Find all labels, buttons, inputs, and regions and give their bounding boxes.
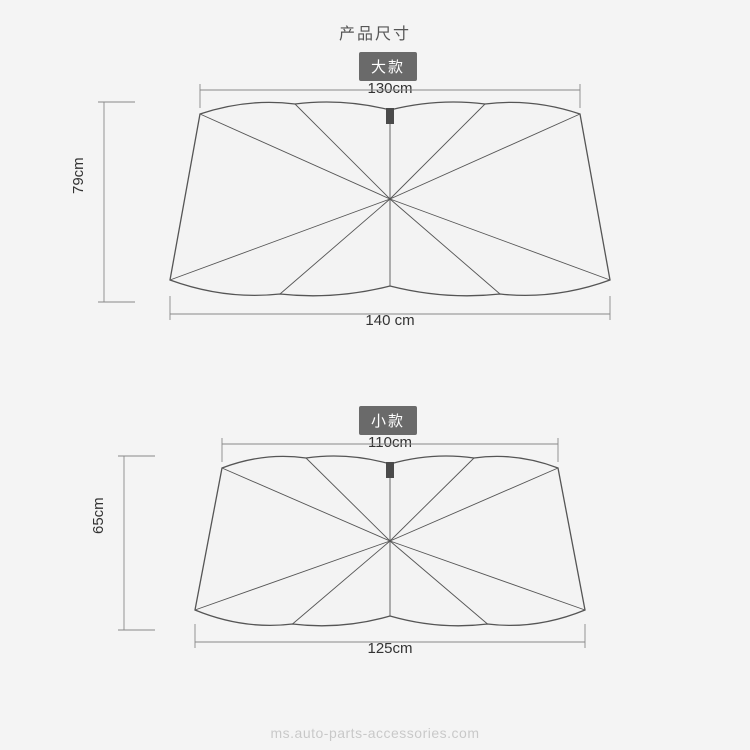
watermark: ms.auto-parts-accessories.com: [0, 725, 750, 741]
page: 产品尺寸 大款 130cm 140 cm 79cm 小款 110cm 125cm…: [0, 0, 750, 750]
small-diagram: [70, 406, 680, 706]
page-title: 产品尺寸: [0, 20, 750, 44]
large-diagram: [70, 54, 680, 354]
